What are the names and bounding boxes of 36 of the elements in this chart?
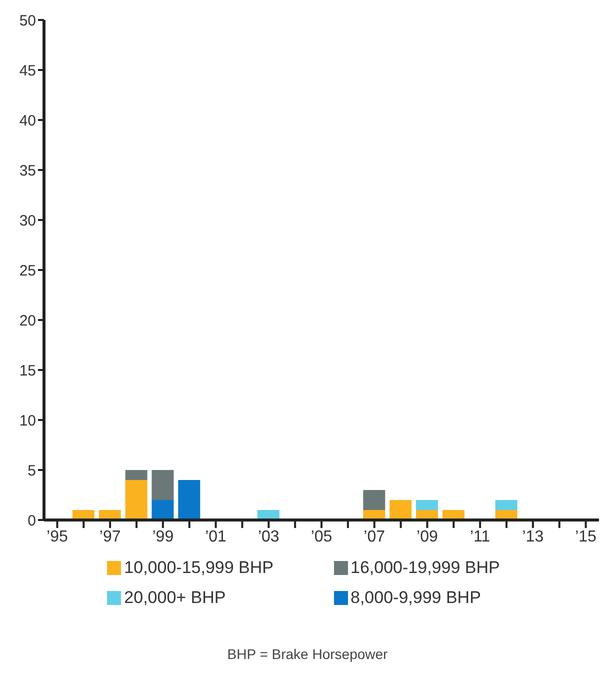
x-tick-label: ’05 bbox=[310, 528, 332, 546]
y-tick-label: 20 bbox=[19, 312, 36, 330]
y-tick-label: 0 bbox=[28, 512, 36, 530]
x-tick-label: ’07 bbox=[364, 528, 386, 546]
bar bbox=[390, 500, 412, 520]
bar bbox=[416, 500, 438, 510]
y-tick-label: 35 bbox=[19, 162, 36, 180]
text: BHP = Brake Horsepower bbox=[226, 646, 389, 662]
bar bbox=[178, 480, 200, 520]
legend-label: 16,000-19,999 BHP bbox=[350, 558, 500, 578]
y-tick-label: 5 bbox=[28, 462, 36, 480]
x-tick-label: ’01 bbox=[205, 528, 227, 546]
bar bbox=[125, 470, 148, 480]
y-tick-label: 45 bbox=[19, 62, 36, 80]
y-tick-label: 50 bbox=[19, 12, 36, 30]
bar bbox=[363, 490, 386, 510]
bar bbox=[125, 480, 148, 520]
y-tick-label: 10 bbox=[19, 412, 36, 430]
y-tick-label: 40 bbox=[19, 112, 36, 130]
x-tick-label: ’13 bbox=[522, 528, 544, 546]
bar bbox=[152, 470, 174, 500]
y-tick-label: 25 bbox=[19, 262, 36, 280]
y-tick-label: 30 bbox=[19, 212, 36, 230]
x-tick-label: ’99 bbox=[152, 528, 174, 546]
legend-label: 10,000-15,999 BHP bbox=[124, 558, 274, 578]
x-tick-label: ’97 bbox=[99, 528, 121, 546]
x-tick-label: ’03 bbox=[258, 528, 280, 546]
x-tick-label: ’11 bbox=[470, 528, 490, 546]
legend-label: 8,000-9,999 BHP bbox=[350, 588, 481, 608]
x-tick-label: ’95 bbox=[46, 528, 68, 546]
y-tick-label: 15 bbox=[19, 362, 36, 380]
x-tick-label: ’15 bbox=[575, 528, 597, 546]
bar bbox=[152, 500, 174, 520]
x-tick-label: ’09 bbox=[416, 528, 438, 546]
bar bbox=[495, 500, 518, 510]
legend-label: 20,000+ BHP bbox=[124, 588, 226, 608]
